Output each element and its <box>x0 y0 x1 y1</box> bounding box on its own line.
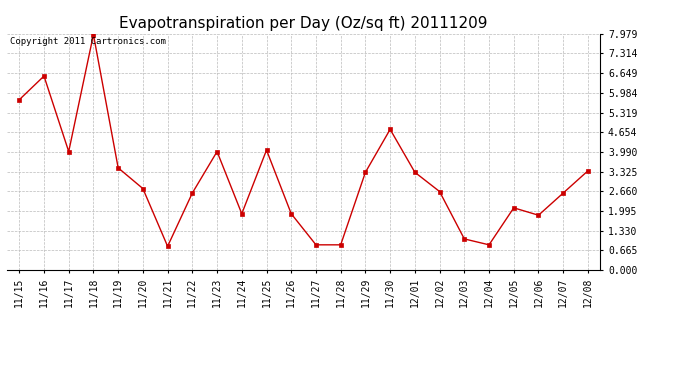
Title: Evapotranspiration per Day (Oz/sq ft) 20111209: Evapotranspiration per Day (Oz/sq ft) 20… <box>119 16 488 31</box>
Text: Copyright 2011 Cartronics.com: Copyright 2011 Cartronics.com <box>10 37 166 46</box>
